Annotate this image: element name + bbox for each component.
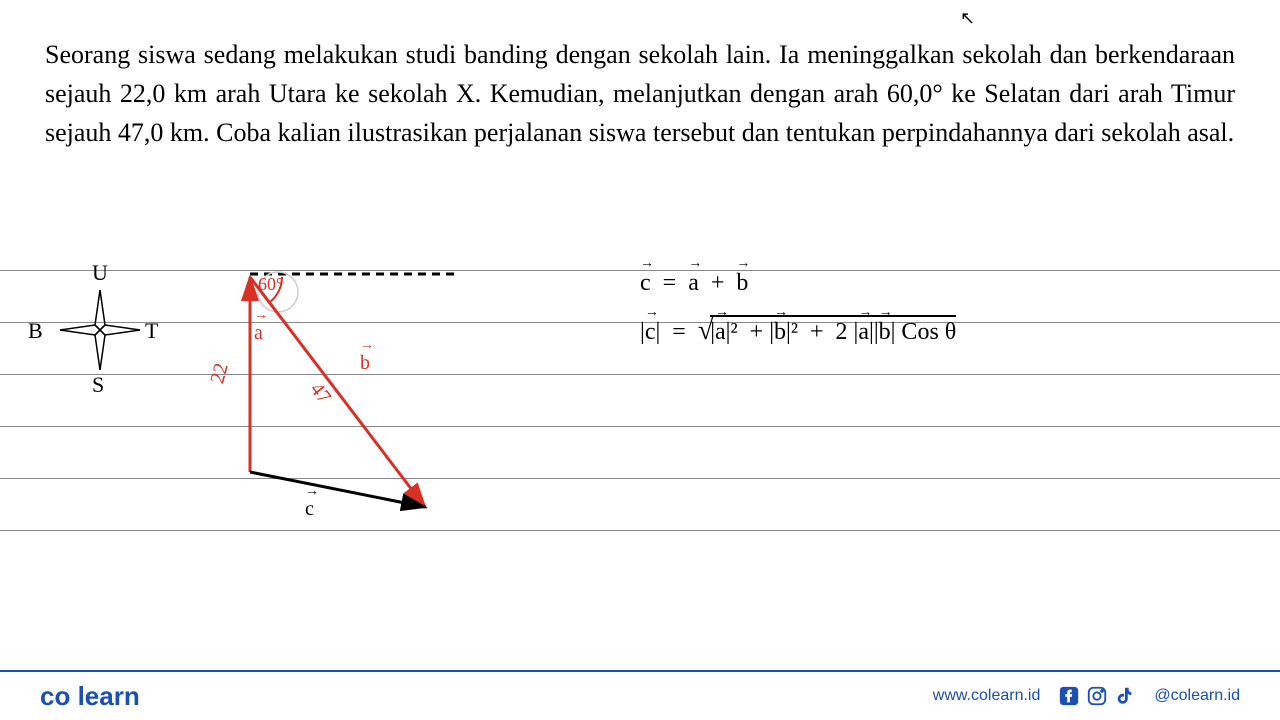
equation-1: c = a + b (640, 270, 956, 297)
compass-rose: U S T B (40, 270, 160, 415)
workspace-area: U S T B 60° a 22 b 47 c (0, 252, 1280, 632)
compass-west: B (28, 318, 43, 344)
vector-c-label: c (305, 498, 314, 521)
footer-bar: co learn www.colearn.id @colearn.id (0, 670, 1280, 720)
eq2-lhs: |c| (640, 319, 660, 345)
notebook-line (0, 530, 1280, 531)
equations-block: c = a + b |c| = √|a|² + |b|² + 2 |a||b| … (640, 270, 956, 365)
problem-text: Seorang siswa sedang melakukan studi ban… (45, 40, 1235, 147)
footer-handle: @colearn.id (1154, 687, 1240, 705)
vector-b-line (250, 277, 425, 507)
sqrt-content: |a|² + |b|² + 2 |a||b| Cos θ (710, 315, 956, 346)
vector-diagram: 60° a 22 b 47 c (200, 252, 500, 547)
problem-statement: Seorang siswa sedang melakukan studi ban… (0, 0, 1280, 172)
notebook-line (0, 426, 1280, 427)
vector-b-label: b (360, 352, 370, 375)
compass-north: U (92, 260, 108, 286)
tiktok-icon (1114, 685, 1136, 707)
vector-c-line (250, 472, 425, 507)
footer-right: www.colearn.id @colearn.id (933, 685, 1240, 707)
equation-2: |c| = √|a|² + |b|² + 2 |a||b| Cos θ (640, 315, 956, 347)
compass-south: S (92, 372, 104, 398)
logo: co learn (40, 681, 140, 712)
social-icons (1058, 685, 1136, 707)
notebook-line (0, 374, 1280, 375)
mouse-cursor: ↖ (960, 8, 975, 29)
vector-a-label: a (254, 322, 263, 345)
footer-website: www.colearn.id (933, 687, 1041, 705)
compass-east: T (145, 318, 158, 344)
diagram-svg (200, 252, 500, 542)
instagram-icon (1086, 685, 1108, 707)
angle-label: 60° (258, 274, 283, 295)
notebook-line (0, 478, 1280, 479)
facebook-icon (1058, 685, 1080, 707)
